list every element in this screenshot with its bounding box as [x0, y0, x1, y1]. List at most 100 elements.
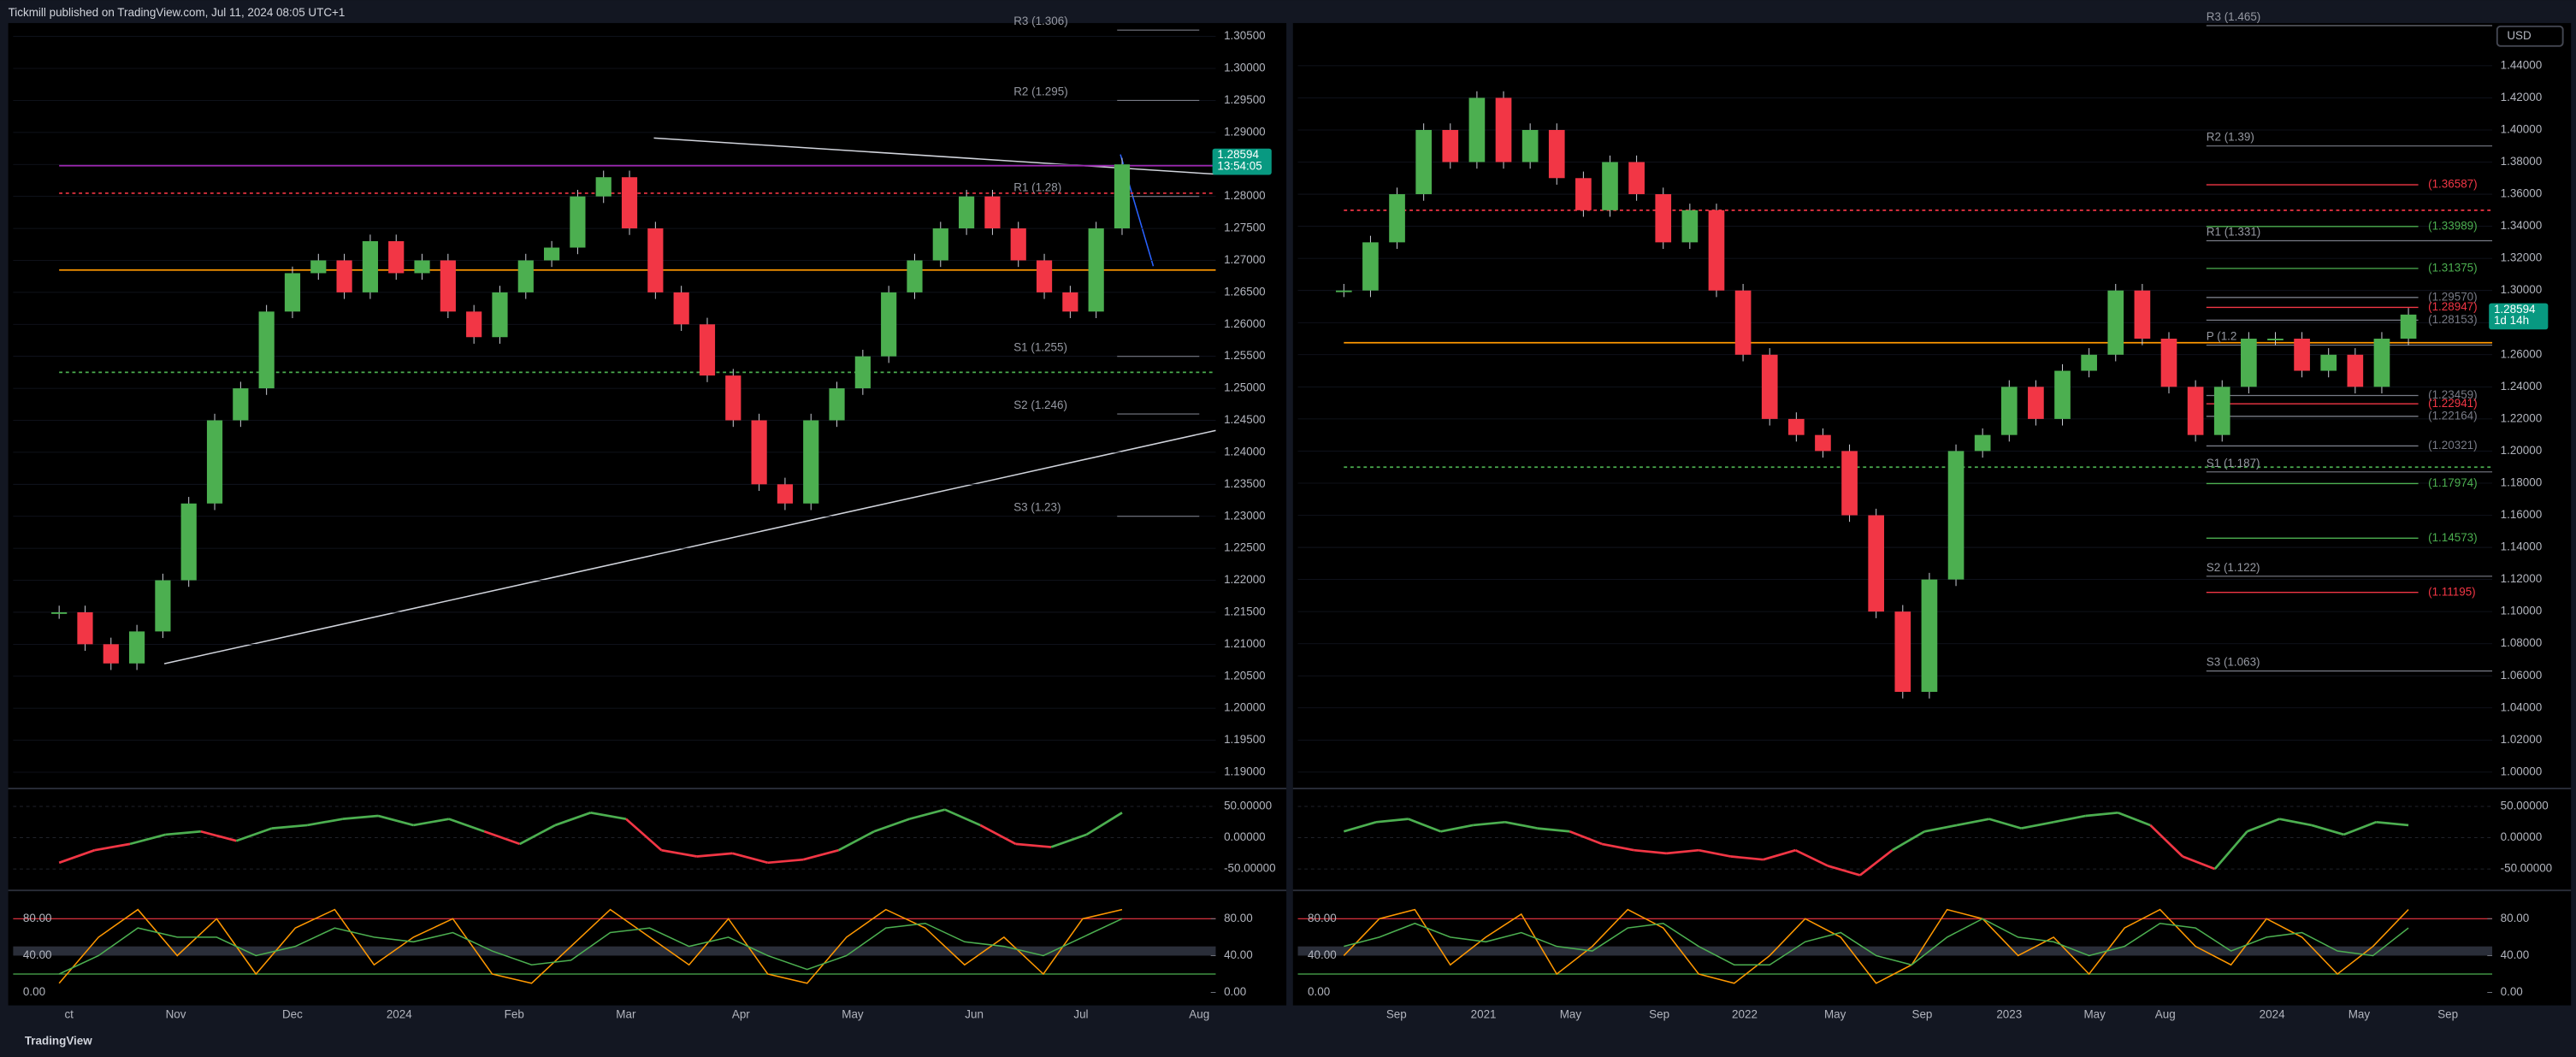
price-axis-label: 1.28000	[1224, 189, 1266, 202]
price-axis-label: 1.18000	[2501, 476, 2543, 489]
price-axis-label: 1.16000	[2501, 508, 2543, 521]
stoch-band	[1297, 946, 2493, 956]
time-label: May	[2349, 1008, 2371, 1021]
candle	[206, 420, 223, 504]
candle	[570, 196, 586, 248]
osc-axis-label: 0.00000	[1224, 830, 1266, 843]
candle	[544, 247, 560, 261]
candle	[517, 260, 534, 292]
time-label: Jul	[1073, 1008, 1088, 1021]
momentum-segment	[1634, 848, 1667, 855]
candle	[1655, 194, 1672, 243]
price-axis-label: 1.30000	[1224, 62, 1266, 74]
currency[interactable]: USD	[2507, 29, 2532, 42]
candle	[1602, 162, 1618, 210]
pivot-label: R2 (1.295)	[1013, 85, 1068, 97]
momentum-segment	[1537, 827, 1570, 833]
candle	[155, 580, 171, 632]
candle	[1761, 354, 1778, 419]
stoch-axis-label-left: 80.00	[23, 912, 52, 924]
price-axis-label: 1.34000	[2501, 219, 2543, 232]
momentum-segment	[2213, 830, 2248, 871]
stoch-axis-label-left: 0.00	[1308, 985, 1330, 998]
momentum-segment	[767, 858, 804, 865]
fib-label: (1.31375)	[2428, 261, 2478, 274]
price-axis-label: 1.40000	[2501, 123, 2543, 136]
candle	[1628, 162, 1645, 195]
momentum-segment	[661, 848, 698, 858]
candle	[1010, 228, 1026, 261]
momentum-segment	[590, 812, 627, 820]
momentum-segment	[200, 830, 237, 842]
footer-logo: TradingView	[25, 1034, 92, 1047]
candle	[1681, 210, 1699, 243]
momentum-segment	[483, 830, 521, 846]
time-label: Apr	[732, 1008, 750, 1021]
candle	[103, 644, 119, 664]
candle	[881, 292, 897, 357]
price-axis-label: 1.04000	[2501, 700, 2543, 713]
momentum-segment	[58, 848, 96, 865]
momentum-segment	[909, 808, 946, 820]
candle	[1734, 290, 1752, 355]
candle	[1114, 164, 1131, 229]
price-axis-label: 1.26000	[1224, 317, 1266, 330]
candle	[1088, 228, 1104, 312]
price-axis-label: 1.02000	[2501, 733, 2543, 746]
momentum-segment	[129, 833, 166, 846]
pivot-label: R3 (1.306)	[1013, 15, 1068, 27]
candle	[1947, 451, 1964, 580]
time-label: Sep	[1649, 1008, 1669, 1021]
momentum-segment	[2343, 821, 2377, 836]
price-axis-label: 1.26500	[1224, 285, 1266, 298]
time-label: Aug	[2155, 1008, 2176, 1021]
candle	[959, 196, 975, 229]
candle	[2000, 387, 2018, 435]
currency-box[interactable]	[2496, 25, 2564, 47]
candle	[1521, 129, 1539, 162]
candle	[258, 311, 275, 389]
momentum-segment	[837, 830, 875, 852]
momentum-segment	[1085, 812, 1123, 836]
candle	[1708, 210, 1725, 291]
time-label: 2023	[1996, 1008, 2022, 1021]
momentum-segment	[1601, 842, 1635, 852]
price-axis-label: 1.25000	[1224, 381, 1266, 394]
momentum-segment	[94, 842, 131, 852]
momentum-segment	[554, 812, 592, 827]
candle	[1548, 129, 1565, 179]
price-axis-label: 1.24000	[2501, 380, 2543, 393]
time-label: 2024	[387, 1008, 412, 1021]
stoch-axis-label-left: 0.00	[23, 985, 45, 998]
candle	[1575, 178, 1592, 210]
fib-label: (1.11195)	[2428, 585, 2476, 598]
price-tag-time: 1d 14h	[2494, 314, 2529, 327]
momentum-segment	[1730, 855, 1764, 861]
momentum-segment	[2278, 818, 2313, 827]
stoch-axis-label: 80.00	[2501, 912, 2530, 924]
right-pane	[1292, 22, 2572, 1006]
price-axis-label: 1.22000	[1224, 573, 1266, 586]
price-axis-label: 1.00000	[2501, 765, 2543, 777]
candle	[362, 241, 379, 292]
candle	[388, 241, 405, 274]
pivot-label: S2 (1.122)	[2207, 561, 2260, 574]
momentum-segment	[2311, 824, 2345, 836]
price-axis-label: 1.20500	[1224, 669, 1266, 682]
momentum-segment	[1569, 830, 1603, 846]
candle	[1062, 292, 1078, 312]
price-axis-label: 1.26000	[2501, 347, 2543, 360]
pivot-label: R1 (1.28)	[1013, 181, 1061, 194]
osc-axis-label: -50.00000	[2501, 862, 2553, 875]
momentum-segment	[2053, 814, 2087, 824]
candle	[128, 631, 145, 664]
price-axis-label: 1.27500	[1224, 221, 1266, 234]
candle	[492, 292, 508, 338]
price-axis-label: 1.25500	[1224, 349, 1266, 362]
price-axis-label: 1.29000	[1224, 125, 1266, 138]
candle	[1415, 129, 1433, 195]
time-label: May	[2083, 1008, 2106, 1021]
pivot-label: R2 (1.39)	[2207, 131, 2254, 144]
